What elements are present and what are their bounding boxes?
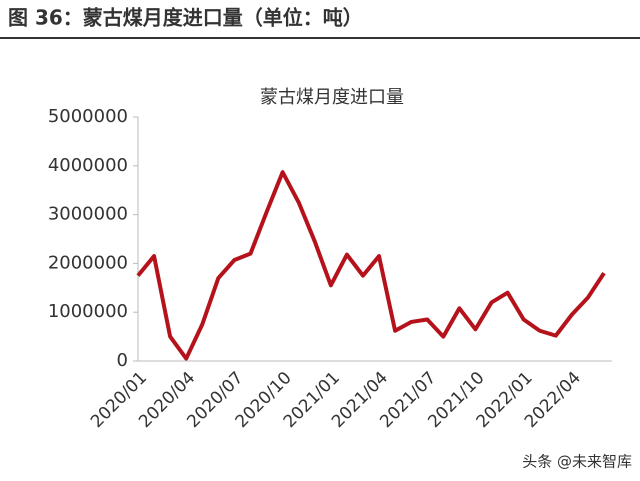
data-line: [136, 170, 606, 361]
watermark: 头条 @未来智库: [522, 453, 632, 471]
y-tick-label: 0: [117, 350, 128, 371]
y-tick-label: 2000000: [48, 252, 128, 273]
y-tick-label: 5000000: [48, 106, 128, 127]
chart-title: 蒙古煤月度进口量: [260, 87, 404, 108]
y-tick-label: 1000000: [48, 301, 128, 322]
y-tick-label: 4000000: [48, 155, 128, 176]
header-title: 图 36：蒙古煤月度进口量（单位：吨）: [8, 6, 363, 30]
y-tick-label: 3000000: [48, 204, 128, 225]
